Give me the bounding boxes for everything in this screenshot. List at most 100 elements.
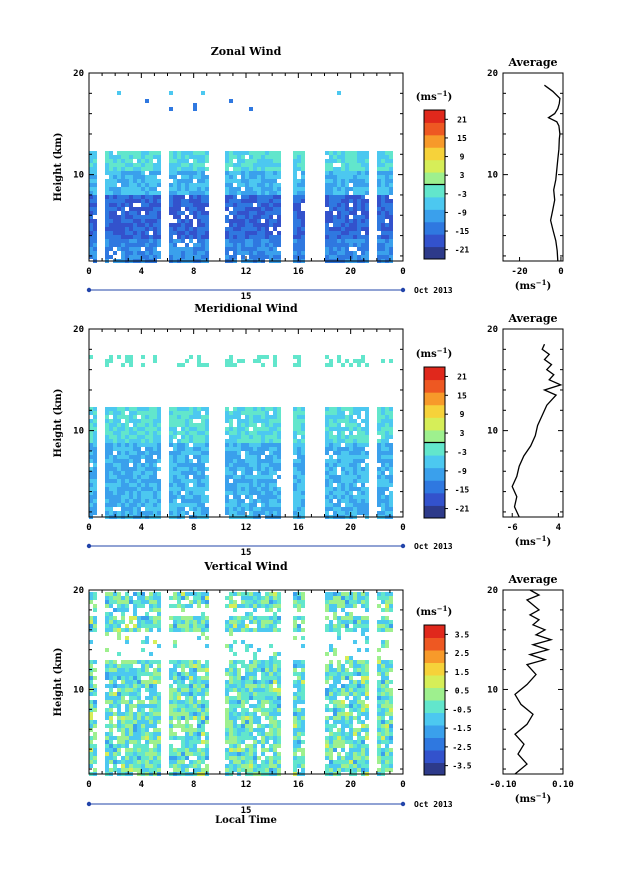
- y-axis-label: Height (km): [53, 389, 64, 458]
- y-tick-label: 10: [73, 171, 84, 181]
- y-tick-label: 10: [73, 427, 84, 437]
- profile-line: [511, 343, 563, 518]
- x-tick-label: 8: [191, 780, 196, 790]
- date-label: 15: [241, 806, 252, 816]
- colorbar-tick-label: 9: [460, 153, 465, 162]
- month-label: Oct 2013: [414, 800, 453, 809]
- colorbar-band: [424, 122, 445, 136]
- date-bar-start: [86, 287, 92, 293]
- colorbar-band: [424, 725, 445, 738]
- date-bar-end: [400, 287, 406, 293]
- y-tick-label: 10: [73, 685, 84, 695]
- colorbar-band: [424, 442, 445, 456]
- heatmap-field: [89, 91, 393, 263]
- x-tick-label: 16: [293, 780, 304, 790]
- y-axis-label: Height (km): [53, 648, 64, 717]
- colorbar-band: [424, 467, 445, 481]
- month-label: Oct 2013: [414, 286, 453, 295]
- profile-line: [514, 589, 554, 775]
- date-label: 15: [241, 548, 252, 558]
- profile-frame: [502, 328, 564, 518]
- x-tick-label: 4: [139, 523, 145, 533]
- colorbar-band: [424, 480, 445, 494]
- colorbar-band: [424, 221, 445, 235]
- profile-ticks: [502, 589, 564, 774]
- colorbar-band: [424, 625, 445, 638]
- colorbar-band: [424, 637, 445, 651]
- y-tick-label: 20: [73, 69, 84, 79]
- colorbar-band: [424, 662, 445, 676]
- profile-ticks: [503, 328, 563, 517]
- profile-y-tick-label: 20: [487, 69, 498, 79]
- colorbar-band: [424, 184, 445, 198]
- colorbar-tick-label: -2.5: [452, 743, 471, 752]
- x-tick-label: 0: [86, 267, 91, 277]
- colorbar-tick-label: -9: [457, 208, 467, 217]
- colorbar-band: [424, 687, 445, 701]
- colorbar-tick-label: 3: [460, 171, 465, 180]
- colorbar-band: [424, 429, 445, 443]
- profile-panel: Average 20 10 -20 0 (ms−1): [487, 56, 563, 292]
- panel-1: Zonal Wind 0 4 8 12 16 20 0 20 10 Height (km) 15 Oct…: [53, 45, 564, 302]
- profile-x-tick-label: -20: [511, 267, 527, 277]
- x-tick-label: 16: [293, 267, 304, 277]
- profile-y-tick-label: 20: [487, 586, 498, 596]
- colorbar-tick-label: -3: [457, 448, 467, 457]
- axis-ticks: [88, 72, 404, 261]
- colorbar-tick-label: 21: [457, 115, 467, 124]
- colorbar-tick-label: -21: [455, 246, 470, 255]
- month-label: Oct 2013: [414, 542, 453, 551]
- profile-x-axis-label: (ms−1): [515, 278, 551, 292]
- x-tick-label: 0: [400, 523, 405, 533]
- colorbar: 21 15 9 3 -3 -9 -15 -21 (ms−1): [416, 89, 470, 260]
- colorbar-band: [424, 417, 445, 431]
- x-tick-label: 20: [345, 523, 356, 533]
- heatmap-field: [89, 592, 393, 776]
- x-tick-label: 0: [400, 267, 405, 277]
- panel-title: Vertical Wind: [203, 560, 288, 573]
- colorbar-unit: (ms−1): [416, 604, 452, 618]
- profile-ticks: [503, 72, 563, 261]
- colorbar-band: [424, 404, 445, 418]
- date-bar-end: [400, 801, 406, 807]
- x-tick-label: 12: [241, 780, 252, 790]
- colorbar-tick-label: 3.5: [455, 630, 470, 639]
- colorbar-band: [424, 455, 445, 469]
- x-axis-label: Local Time: [215, 815, 277, 826]
- profile-y-tick-label: 10: [487, 171, 498, 181]
- profile-y-tick-label: 10: [487, 427, 498, 437]
- colorbar-band: [424, 505, 445, 519]
- colorbar-tick-label: 21: [457, 372, 467, 381]
- colorbar-tick-label: -1.5: [452, 724, 471, 733]
- colorbar-band: [424, 367, 445, 381]
- profile-title: Average: [507, 56, 557, 69]
- colorbar-tick-label: 15: [457, 391, 467, 400]
- colorbar: 3.5 2.5 1.5 0.5 -0.5 -1.5 -2.5 -3.5 (ms−1): [416, 604, 472, 776]
- x-tick-label: 8: [191, 523, 196, 533]
- heatmap-field: [89, 355, 393, 519]
- profile-frame: [502, 589, 564, 775]
- x-tick-label: 4: [139, 780, 145, 790]
- date-bar-start: [86, 801, 92, 807]
- x-tick-label: 0: [86, 523, 91, 533]
- colorbar-band: [424, 700, 445, 713]
- colorbar-tick-label: 0.5: [455, 687, 470, 696]
- panel-title: Meridional Wind: [194, 302, 298, 315]
- date-bar-start: [86, 543, 92, 549]
- colorbar-band: [424, 675, 445, 688]
- profile-line: [544, 84, 561, 262]
- profile-panel: Average 20 10 -0.10 0.10(ms−1): [487, 573, 574, 805]
- colorbar-band: [424, 650, 445, 663]
- x-tick-label: 20: [345, 780, 356, 790]
- colorbar-tick-label: 1.5: [455, 668, 470, 677]
- colorbar-band: [424, 492, 445, 506]
- profile-x-tick-label: -6: [507, 523, 518, 533]
- panel-title: Zonal Wind: [211, 45, 282, 58]
- colorbar-band: [424, 379, 445, 393]
- colorbar-band: [424, 246, 445, 260]
- x-tick-label: 4: [139, 267, 145, 277]
- colorbar-tick-label: 9: [460, 410, 465, 419]
- colorbar-tick-label: -9: [457, 467, 467, 476]
- colorbar-tick-label: -0.5: [452, 705, 471, 714]
- profile-x-tick-label: 0.10: [552, 780, 574, 790]
